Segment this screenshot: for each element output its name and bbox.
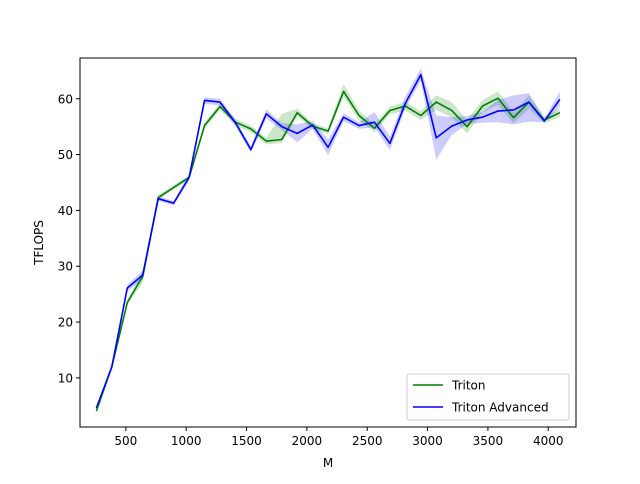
y-tick-label: 50 <box>58 148 73 162</box>
series-line-triton <box>95 90 561 412</box>
y-axis-label: TFLOPS <box>32 220 46 266</box>
y-tick-label: 20 <box>58 316 73 330</box>
legend-label-triton-advanced: Triton Advanced <box>451 401 549 415</box>
y-tick-label: 30 <box>58 260 73 274</box>
x-tick-label: 3000 <box>412 434 443 448</box>
x-axis-label: M <box>323 456 333 470</box>
band-triton <box>96 84 560 414</box>
x-axis-ticks: 500 1000 1500 2000 2500 3000 3500 4000 <box>114 427 564 448</box>
x-tick-label: 1500 <box>231 434 262 448</box>
series-lines <box>95 73 561 412</box>
legend: Triton Triton Advanced <box>406 373 570 421</box>
series-line-triton-advanced <box>95 73 561 409</box>
y-tick-label: 60 <box>58 92 73 106</box>
x-tick-label: 500 <box>114 434 137 448</box>
band-triton-advanced <box>96 68 560 411</box>
confidence-bands <box>96 68 560 414</box>
y-tick-label: 10 <box>58 371 73 385</box>
x-tick-label: 2500 <box>352 434 383 448</box>
legend-box <box>406 373 570 421</box>
x-tick-label: 2000 <box>292 434 323 448</box>
x-tick-label: 3500 <box>473 434 504 448</box>
plot-area-frame <box>79 57 577 428</box>
y-tick-label: 40 <box>58 204 73 218</box>
y-axis-ticks: 10 20 30 40 50 60 <box>58 92 80 385</box>
legend-label-triton: Triton <box>451 379 486 393</box>
x-tick-label: 4000 <box>533 434 564 448</box>
x-tick-label: 1000 <box>171 434 202 448</box>
